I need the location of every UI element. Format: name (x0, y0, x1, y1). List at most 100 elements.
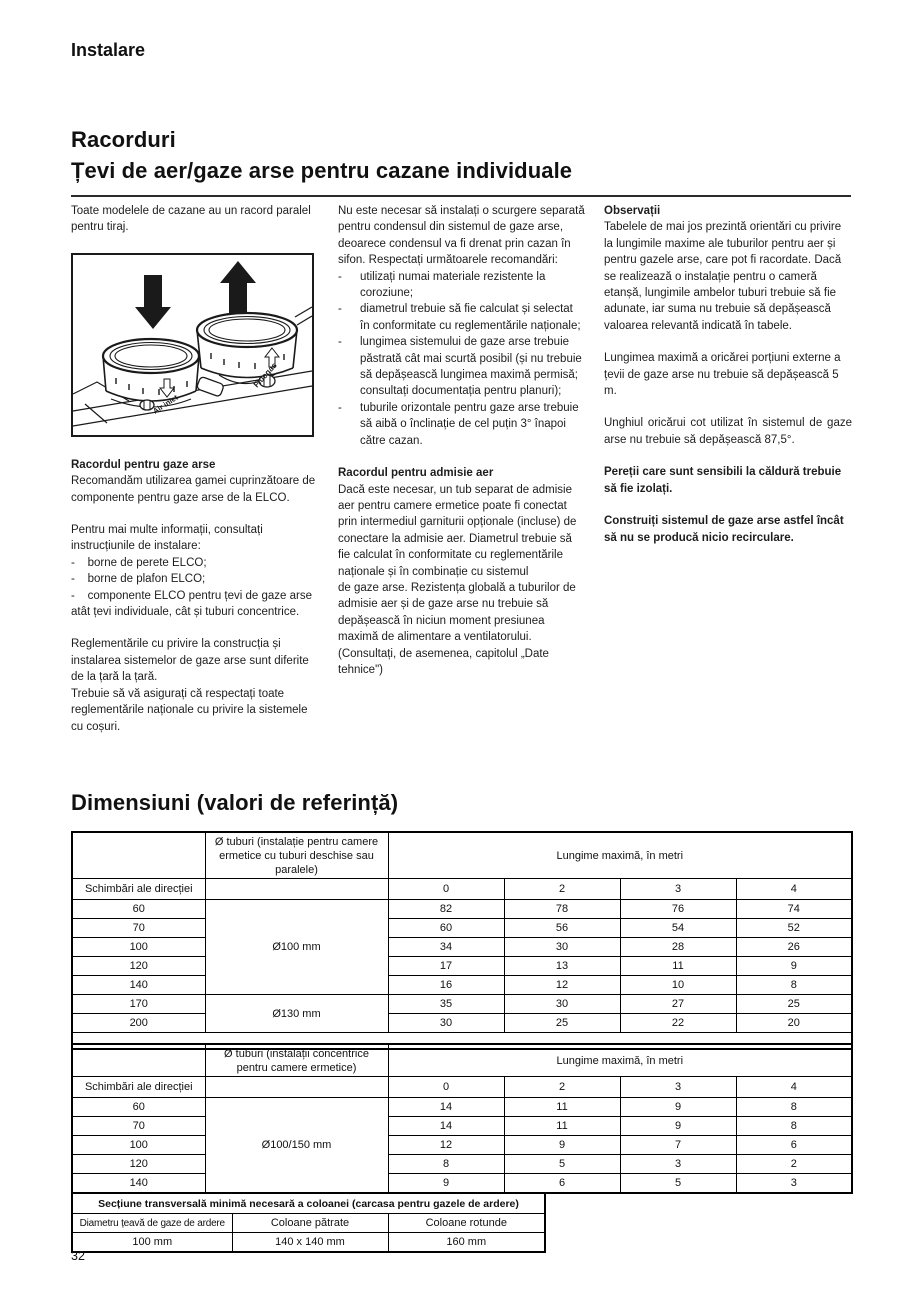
cross-section-table-title: Secțiune transversală minimă necesară a … (71, 1192, 546, 1214)
table-cell: 11 (619, 956, 737, 976)
empty-cell (71, 1043, 206, 1077)
model-label: 170 (71, 994, 206, 1014)
table-cell: 20 (735, 1013, 853, 1033)
table-cell: 9 (735, 956, 853, 976)
diameter-column-header: Ø tuburi (instalații concentrice pentru … (204, 1043, 389, 1077)
model-label: 200 (71, 1013, 206, 1033)
table-cell: 30 (503, 994, 621, 1014)
table-cell: 8 (735, 975, 853, 995)
table-cell: 28 (619, 937, 737, 957)
round-columns-value: 160 mm (387, 1232, 546, 1253)
table-cell: 82 (387, 899, 505, 919)
empty-cell (204, 1076, 389, 1098)
diameter-value: Ø100 mm (204, 899, 389, 995)
list-item: - borne de plafon ELCO; (71, 573, 206, 586)
parallel-tubes-table: Ø tuburi (instalație pentru camere ermet… (71, 831, 854, 1050)
paragraph: Recomandăm utilizarea gamei cuprinzătoar… (71, 475, 316, 504)
list-item: - utilizați numai materiale rezistente l… (338, 269, 585, 302)
table-cell: 27 (619, 994, 737, 1014)
model-label: 100 (71, 937, 206, 957)
table-cell: 52 (735, 918, 853, 938)
bullet-dash: - (338, 336, 342, 349)
table-cell: 9 (619, 1097, 737, 1117)
table-cell: 54 (619, 918, 737, 938)
column-left: Toate modelele de cazane au un racord pa… (71, 203, 317, 735)
table-cell: 56 (503, 918, 621, 938)
chimney-cross-section-table: Secțiune transversală minimă necesară a … (71, 1192, 547, 1253)
flue-diameter-value: 100 mm (71, 1232, 233, 1253)
table-row: 200 30 25 22 20 (71, 1013, 853, 1033)
model-label: 140 (71, 975, 206, 995)
table-cell: 8 (387, 1154, 505, 1174)
table-cell: 78 (503, 899, 621, 919)
table-cell: 13 (503, 956, 621, 976)
table-cell: 6 (503, 1173, 621, 1194)
model-label: 60 (71, 899, 206, 919)
table-cell: 11 (503, 1116, 621, 1136)
dimensions-heading: Dimensiuni (valori de referință) (71, 790, 399, 815)
table-row: 120 8 5 3 2 (71, 1154, 853, 1174)
bends-count-header: 0 (387, 878, 505, 900)
table-cell: 8 (735, 1097, 853, 1117)
bends-count-header: 3 (619, 1076, 737, 1098)
empty-cell (204, 878, 389, 900)
page-title-line2: Țevi de aer/gaze arse pentru cazane indi… (71, 158, 573, 183)
bends-count-header: 4 (735, 878, 853, 900)
paragraph: Lungimea maximă a oricărei porțiuni exte… (604, 352, 841, 398)
square-columns-value: 140 x 140 mm (231, 1232, 389, 1253)
table-cell: 11 (503, 1097, 621, 1117)
bullet-dash: - (338, 270, 342, 283)
column-right: Observații Tabelele de mai jos prezintă … (604, 203, 852, 546)
diameter-column-header: Ø tuburi (instalație pentru camere ermet… (204, 831, 389, 879)
page-title-line1: Racorduri (71, 127, 176, 152)
paragraph: Nu este necesar să instalați o scurgere … (338, 205, 585, 267)
round-columns-header: Coloane rotunde (387, 1213, 546, 1233)
model-label: 120 (71, 1154, 206, 1174)
table-cell: 14 (387, 1116, 505, 1136)
fluegas-small-arrow-icon (263, 346, 281, 368)
table-cell: 74 (735, 899, 853, 919)
table-cell: 7 (619, 1135, 737, 1155)
table-cell: 34 (387, 937, 505, 957)
table-cell: 25 (735, 994, 853, 1014)
table-row: 170 Ø130 mm 35 30 27 25 (71, 994, 853, 1033)
column-middle: Nu este necesar să instalați o scurgere … (338, 203, 585, 678)
table-cell: 26 (735, 937, 853, 957)
diameter-value: Ø100/150 mm (204, 1097, 389, 1194)
paragraph: Unghiul oricărui cot utilizat în sistemu… (604, 417, 852, 446)
list-item: - diametrul trebuie să fie calculat și s… (338, 301, 585, 334)
table-row: 60 Ø100 mm 82 78 76 74 (71, 899, 853, 995)
table-row: 100 12 9 7 6 (71, 1135, 853, 1155)
bends-count-header: 4 (735, 1076, 853, 1098)
concentric-tubes-table: Ø tuburi (instalații concentrice pentru … (71, 1043, 854, 1194)
direction-changes-header: Schimbări ale direcției (71, 1076, 206, 1098)
table-cell: 16 (387, 975, 505, 995)
model-label: 120 (71, 956, 206, 976)
flue-connection-heading: Racordul pentru gaze arse (71, 458, 216, 471)
table-cell: 9 (619, 1116, 737, 1136)
table-cell: 14 (387, 1097, 505, 1117)
table-row: 140 16 12 10 8 (71, 975, 853, 995)
paragraph: Reglementările cu privire la construcția… (71, 638, 309, 684)
length-column-header: Lungime maximă, în metri (387, 831, 853, 879)
model-label: 100 (71, 1135, 206, 1155)
table-row: 120 17 13 11 9 (71, 956, 853, 976)
table-cell: 10 (619, 975, 737, 995)
boiler-flanges-illustration: Air inlet Fluegas (71, 252, 314, 437)
page-title: Racorduri Țevi de aer/gaze arse pentru c… (71, 124, 572, 186)
table-cell: 35 (387, 994, 505, 1014)
air-flow-down-arrow-icon (135, 274, 171, 329)
flue-pipe (294, 306, 313, 326)
table-cell: 5 (619, 1173, 737, 1194)
table-cell: 76 (619, 899, 737, 919)
table-cell: 12 (387, 1135, 505, 1155)
diameter-value: Ø130 mm (204, 994, 389, 1033)
bends-count-header: 3 (619, 878, 737, 900)
flue-diameter-header: Diametru țeavă de gaze de ardere (71, 1213, 233, 1233)
table-cell: 9 (503, 1135, 621, 1155)
bends-count-header: 2 (503, 878, 621, 900)
model-label: 60 (71, 1097, 206, 1117)
table-cell: 12 (503, 975, 621, 995)
bends-count-header: 0 (387, 1076, 505, 1098)
